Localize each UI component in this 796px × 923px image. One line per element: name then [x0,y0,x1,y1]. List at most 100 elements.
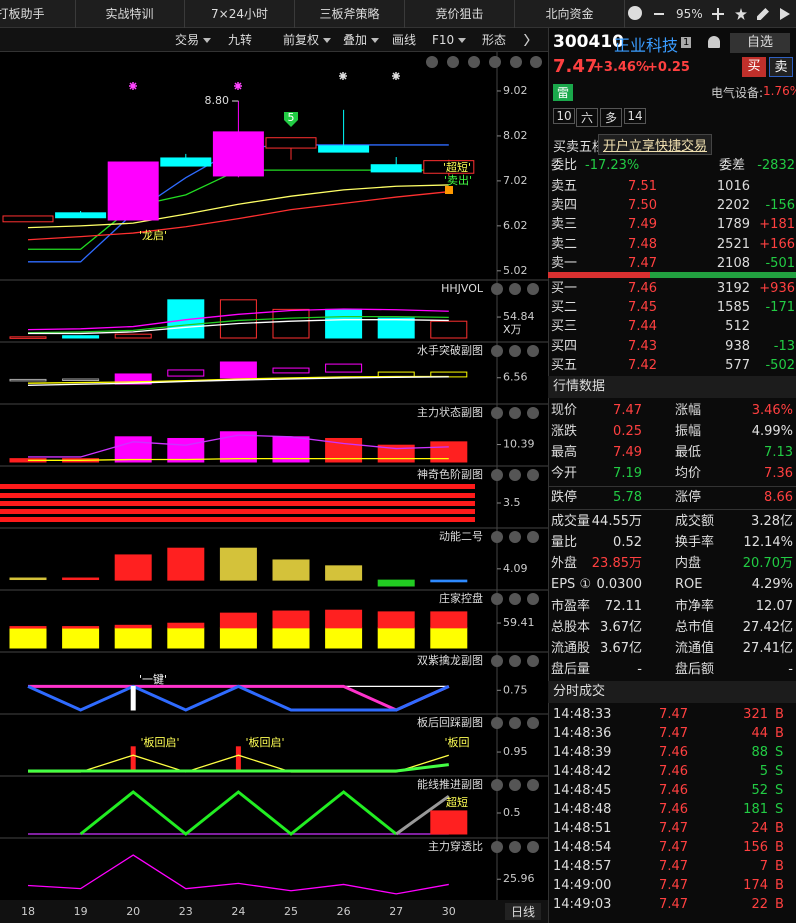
tab[interactable]: 北向资金 [515,0,625,28]
tab[interactable]: 7×24小时 [185,0,295,28]
panel-icon[interactable] [509,779,521,791]
market-label: 市净率 [675,598,715,614]
period-button[interactable]: 六 [576,108,598,127]
toolbar-button[interactable]: 形态 [482,33,507,47]
panel-icon[interactable] [426,56,438,68]
tab[interactable]: 三板斧策略 [295,0,405,28]
panel-icon[interactable] [510,56,522,68]
panel-icon[interactable] [527,655,539,667]
panel-icon[interactable] [509,531,521,543]
panel-title: 双紫擒龙副图 [417,653,483,667]
toolbar-button[interactable]: 九转 [228,33,253,47]
panel-icon[interactable] [491,531,503,543]
panel-icon[interactable] [509,593,521,605]
market-label: 今开 [551,465,578,481]
watch-button[interactable]: 自选 [730,33,790,53]
panel-icon[interactable] [509,283,521,295]
divider [548,509,796,510]
trade-price: 7.47 [659,858,688,874]
alert-icon[interactable] [628,6,642,20]
panel-icon[interactable] [530,56,542,68]
panel-icon[interactable] [491,283,503,295]
tab[interactable]: 实战特训 [75,0,185,28]
panel-icon[interactable] [527,345,539,357]
candle-body [212,131,264,177]
period-button[interactable]: 14 [624,108,646,124]
sell-button[interactable]: 卖 [769,57,793,77]
indicator-bar [167,437,205,463]
tab[interactable]: 竞价狙击 [405,0,515,28]
market-value: 23.85万 [591,555,642,571]
panel-icon[interactable] [527,469,539,481]
indicator-bar [272,559,310,581]
toolbar-button[interactable]: 交易 [175,30,211,50]
panel-icon[interactable] [491,717,503,729]
panel-icon[interactable] [491,407,503,419]
panel-icon[interactable] [509,407,521,419]
period-button[interactable]: 多 [600,108,622,127]
panel-icon[interactable] [527,593,539,605]
indicator-bar [114,554,152,581]
panel-icon[interactable] [491,655,503,667]
buy-button[interactable]: 买 [742,57,766,77]
book-level: 卖一 [551,256,578,272]
panel-icon[interactable] [509,655,521,667]
y-tick-label: 0.75 [503,683,528,696]
tab[interactable]: 打板助手 [0,0,76,28]
candle-body [423,160,475,174]
zoom-out[interactable] [654,13,664,15]
candle-body [370,164,422,173]
indicator-line [395,794,450,836]
x-tick-label: 19 [74,905,88,918]
market-label: 成交额 [675,513,715,529]
panel-icon[interactable] [509,717,521,729]
panel-icon[interactable] [509,841,521,853]
indicator-bar [114,333,152,339]
y-tick-label: 25.96 [503,872,535,885]
toolbar-button[interactable]: 叠加 [343,30,379,50]
annotation: '超短' [443,160,471,174]
color-stripe [0,509,475,514]
more-icon[interactable] [780,8,790,20]
indicator-bar [377,579,415,587]
panel-icon[interactable] [527,531,539,543]
bell-icon[interactable] [708,36,720,48]
indicator-bar [167,627,205,649]
indicator-bar [219,361,257,379]
panel-icon[interactable] [527,717,539,729]
panel-icon[interactable] [468,56,480,68]
panel-icon[interactable] [491,345,503,357]
market-label: 最高 [551,444,578,460]
day-button[interactable]: 日线 [505,903,542,920]
panel-icon[interactable] [509,345,521,357]
panel-icon[interactable] [527,841,539,853]
panel-icon[interactable] [489,56,501,68]
indicator-bar [219,547,257,581]
indicator-line [27,315,449,334]
panel-icon[interactable] [491,469,503,481]
book-price: 7.51 [628,178,657,194]
indicator-bar [62,626,100,629]
toolbar-button[interactable]: F10 [432,30,466,50]
candle-body [318,145,370,153]
panel-icon[interactable] [527,407,539,419]
period-button[interactable]: 10 [553,108,575,124]
panel-icon[interactable] [527,283,539,295]
toolbar-button[interactable]: 前复权 [283,30,331,50]
panel-icon[interactable] [509,469,521,481]
toolbar-button[interactable]: 画线 [392,33,417,47]
book-volume: 938 [725,338,750,354]
panel-icon[interactable] [491,593,503,605]
panel-icon[interactable] [491,841,503,853]
indicator-bar [114,436,152,463]
panel-title: 水手突破副图 [417,343,483,357]
panel-icon[interactable] [527,779,539,791]
book-promo[interactable]: 开户立享快捷交易 [598,134,713,155]
panel-title: 主力穿透比 [428,839,483,853]
x-tick-label: 24 [231,905,245,918]
trade-price: 7.46 [659,801,688,817]
market-label: 总股本 [551,619,591,635]
trade-time: 14:48:36 [553,725,612,741]
panel-icon[interactable] [491,779,503,791]
panel-icon[interactable] [447,56,459,68]
